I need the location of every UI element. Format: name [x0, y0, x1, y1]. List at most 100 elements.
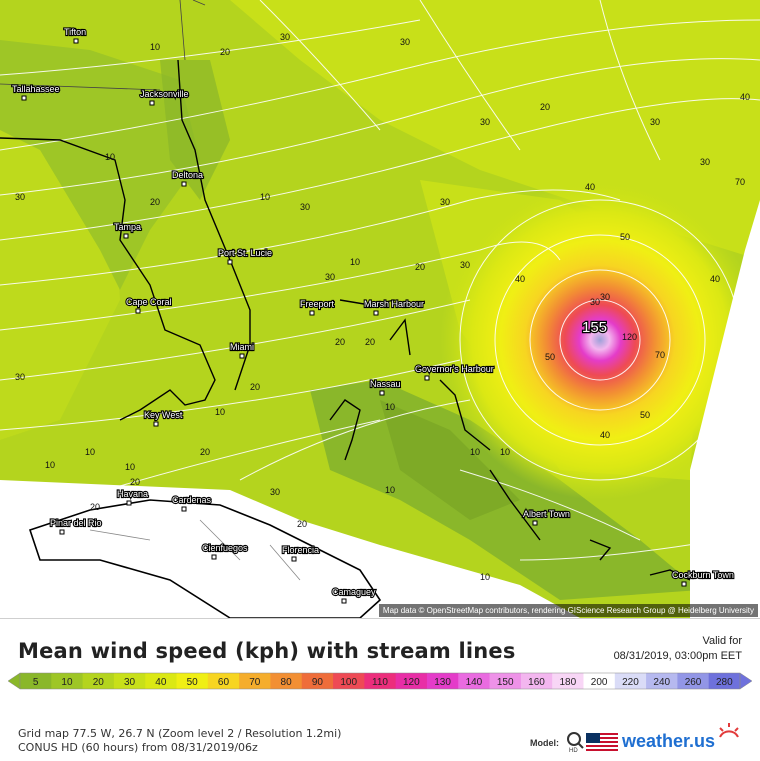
city-label[interactable]: Marsh Harbour — [363, 298, 425, 310]
contour-label: 40 — [515, 274, 525, 284]
contour-label: 20 — [335, 337, 345, 347]
contour-label: 30 — [650, 117, 660, 127]
brand-logo[interactable]: weather.us — [622, 731, 716, 751]
contour-label: 30 — [460, 260, 470, 270]
city-marker — [181, 181, 187, 187]
scale-swatch — [614, 673, 647, 689]
contour-label: 70 — [735, 177, 745, 187]
contour-label: 40 — [600, 430, 610, 440]
sun-logo-icon — [719, 723, 739, 738]
model-run-info: CONUS HD (60 hours) from 08/31/2019/06z — [18, 741, 258, 754]
scale-swatch — [270, 673, 303, 689]
contour-label: 20 — [365, 337, 375, 347]
map-attribution[interactable]: Map data © OpenStreetMap contributors, r… — [378, 604, 758, 617]
contour-label: 30 — [280, 32, 290, 42]
contour-label: 10 — [150, 42, 160, 52]
contour-labels: 10 20 30 10 20 30 30 20 10 30 10 30 30 30 40 10 20 30 20 30… — [15, 32, 750, 582]
scale-swatch — [239, 673, 271, 689]
city-label[interactable]: Florencia — [281, 544, 320, 556]
scale-label: 200 — [591, 677, 608, 688]
scale-swatch — [395, 673, 428, 689]
city-label[interactable]: Cienfuegos — [201, 542, 249, 554]
contour-label: 30 — [400, 37, 410, 47]
city-labels: Tifton Tallahassee Jacksonville Deltona Tamp… — [11, 26, 735, 604]
scale-label: 10 — [61, 677, 73, 688]
hurricane-core — [440, 180, 760, 500]
scale-label: 80 — [281, 677, 293, 688]
grid-info: Grid map 77.5 W, 26.7 N (Zoom level 2 / … — [18, 727, 342, 740]
scale-swatch — [458, 673, 491, 689]
city-marker — [149, 100, 155, 106]
scale-swatch — [708, 673, 741, 689]
map-title: Mean wind speed (kph) with stream lines — [18, 639, 516, 663]
scale-label: 40 — [155, 677, 167, 688]
scale-swatch — [677, 673, 710, 689]
city-label[interactable]: Jacksonville — [139, 88, 190, 100]
city-marker — [123, 233, 129, 239]
city-marker — [211, 554, 217, 560]
city-marker — [681, 581, 687, 587]
scale-label: 100 — [340, 677, 357, 688]
city-label[interactable]: Deltona — [171, 169, 204, 181]
city-label[interactable]: Camaguey — [331, 586, 377, 598]
city-label[interactable]: Tallahassee — [11, 83, 61, 95]
city-label[interactable]: Tampa — [113, 221, 142, 233]
scale-swatch — [82, 673, 115, 689]
scale-label: 260 — [685, 677, 702, 688]
scale-swatch — [207, 673, 240, 689]
city-label[interactable]: Governor's Harbour — [414, 363, 495, 375]
city-marker — [59, 529, 65, 535]
contour-label: 30 — [15, 192, 25, 202]
city-label[interactable]: Port St. Lucie — [217, 247, 273, 259]
coastlines — [0, 59, 691, 581]
city-label[interactable]: Miami — [229, 341, 255, 353]
scale-label: 90 — [312, 677, 324, 688]
legend-footer: Mean wind speed (kph) with stream lines … — [0, 618, 760, 761]
city-label[interactable]: Cape Coral — [125, 296, 173, 308]
contour-label: 10 — [260, 192, 270, 202]
scale-swatch — [426, 673, 459, 689]
contour-label: 20 — [90, 502, 100, 512]
scale-arrow-right — [739, 672, 753, 690]
contour-label: 30 — [270, 487, 280, 497]
city-marker — [239, 353, 245, 359]
city-label[interactable]: Havana — [116, 488, 149, 500]
contour-label: 30 — [480, 117, 490, 127]
scale-label: 220 — [622, 677, 639, 688]
magnifier-icon[interactable]: HD — [566, 731, 586, 753]
contour-label: 20 — [150, 197, 160, 207]
city-label[interactable]: Albert Town — [522, 508, 571, 520]
city-label[interactable]: Cockburn Town — [671, 569, 735, 581]
contour-label: 30 — [440, 197, 450, 207]
city-label[interactable]: Nassau — [369, 378, 402, 390]
city-label[interactable]: Pinar del Rio — [49, 517, 103, 529]
contour-label: 20 — [415, 262, 425, 272]
contour-label: 10 — [385, 402, 395, 412]
contour-label: 10 — [480, 572, 490, 582]
contour-label: 40 — [710, 274, 720, 284]
contour-label: 40 — [585, 182, 595, 192]
scale-swatch — [51, 673, 84, 689]
city-label[interactable]: Cardenas — [171, 494, 213, 506]
scale-label: 70 — [249, 677, 261, 688]
city-label[interactable]: Key West — [143, 409, 184, 421]
scale-label: 120 — [403, 677, 420, 688]
contour-label: 30 — [700, 157, 710, 167]
scale-label: 240 — [653, 677, 670, 688]
contour-label: 30 — [600, 292, 610, 302]
contour-label: 20 — [130, 477, 140, 487]
city-marker — [424, 375, 430, 381]
contour-label: 10 — [470, 447, 480, 457]
contour-label: 50 — [545, 352, 555, 362]
city-label[interactable]: Tifton — [63, 26, 87, 38]
city-label[interactable]: Freeport — [299, 298, 336, 310]
valid-for-label: Valid for — [702, 635, 742, 647]
contour-label: 10 — [85, 447, 95, 457]
us-flag-icon — [586, 733, 618, 753]
wind-map[interactable]: 10 20 30 10 20 30 30 20 10 30 10 30 30 30 40 10 20 30 20 30… — [0, 0, 760, 618]
contour-label: 70 — [655, 350, 665, 360]
contour-label: 20 — [540, 102, 550, 112]
scale-swatch — [552, 673, 584, 689]
contour-label: 10 — [350, 257, 360, 267]
scale-swatch — [646, 673, 678, 689]
